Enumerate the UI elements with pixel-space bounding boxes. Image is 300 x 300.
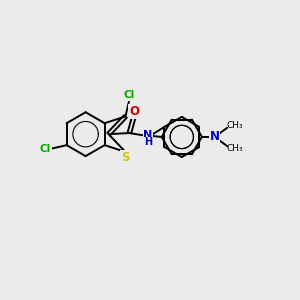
Text: Cl: Cl [123, 90, 135, 100]
Text: CH₃: CH₃ [226, 143, 243, 152]
Text: N: N [143, 130, 152, 140]
Text: CH₃: CH₃ [226, 122, 243, 130]
Text: N: N [210, 130, 220, 143]
Text: O: O [129, 105, 139, 118]
Text: S: S [121, 151, 130, 164]
Text: Cl: Cl [40, 144, 51, 154]
Text: H: H [144, 137, 152, 147]
